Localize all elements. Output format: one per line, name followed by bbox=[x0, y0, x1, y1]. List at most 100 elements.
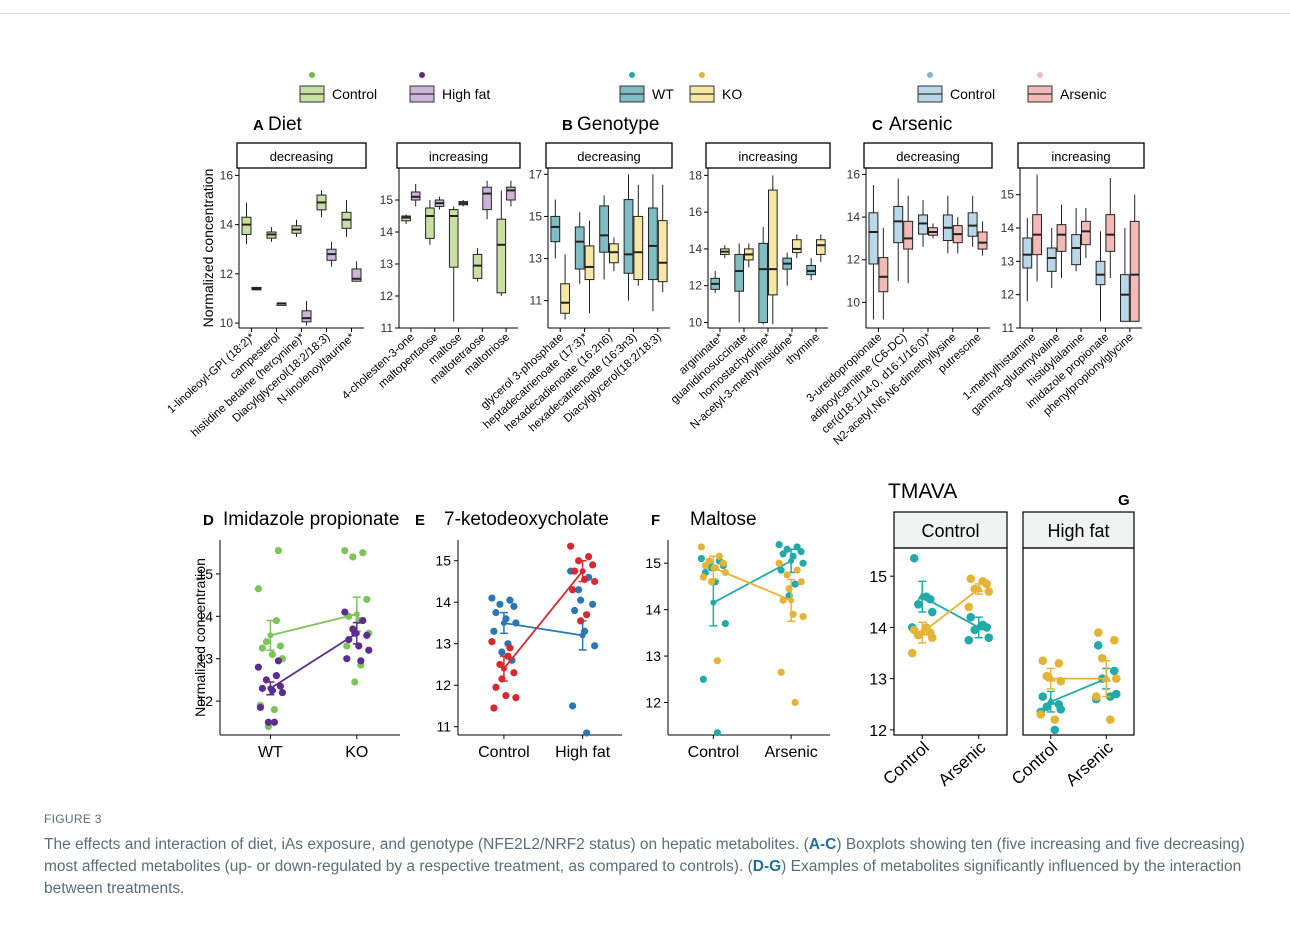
y-tick-label: 13 bbox=[1001, 254, 1015, 268]
data-point bbox=[510, 602, 518, 610]
data-point bbox=[349, 553, 357, 561]
data-point bbox=[783, 571, 791, 579]
facet-label: increasing bbox=[738, 149, 797, 164]
data-point bbox=[258, 644, 266, 652]
mean-point bbox=[710, 599, 717, 606]
mean-line bbox=[503, 622, 583, 637]
box-high-fat bbox=[251, 286, 262, 291]
data-point bbox=[577, 617, 585, 625]
box-body bbox=[648, 207, 658, 281]
panel-title: Diet bbox=[268, 114, 303, 135]
data-point bbox=[571, 567, 579, 575]
box-body bbox=[623, 199, 634, 274]
box-ko bbox=[657, 184, 668, 293]
data-point bbox=[966, 574, 976, 584]
box-arsenic bbox=[952, 217, 963, 254]
box-control bbox=[291, 219, 302, 237]
panel-letter: E bbox=[415, 512, 425, 529]
data-point bbox=[927, 633, 937, 642]
y-tick-label: 11 bbox=[436, 719, 451, 735]
data-point bbox=[715, 552, 723, 560]
data-point bbox=[775, 559, 783, 567]
data-point bbox=[799, 559, 807, 567]
box-body bbox=[1022, 237, 1033, 269]
box-body bbox=[768, 189, 778, 296]
box-body bbox=[1046, 247, 1057, 272]
data-point bbox=[343, 642, 351, 650]
box-wt bbox=[758, 226, 768, 325]
mean-point bbox=[973, 622, 984, 631]
data-point bbox=[1109, 666, 1119, 676]
top-divider bbox=[0, 13, 1290, 14]
data-point bbox=[719, 559, 727, 567]
box-wt bbox=[806, 258, 816, 281]
legend-dot bbox=[629, 72, 635, 78]
y-tick-label: 14 bbox=[1001, 221, 1015, 235]
data-point bbox=[254, 663, 262, 671]
data-point bbox=[1054, 658, 1064, 668]
facet-strip bbox=[893, 511, 1008, 549]
y-tick-label: 14 bbox=[645, 602, 661, 618]
data-point bbox=[496, 600, 504, 608]
panel-title: TMAVA bbox=[888, 480, 957, 503]
y-tick-label: 16 bbox=[689, 205, 703, 219]
box-control bbox=[1071, 208, 1081, 272]
facet-increasing: increasing1012141618argininate*guanidino… bbox=[669, 142, 831, 432]
data-point bbox=[799, 613, 807, 621]
box-body bbox=[506, 186, 516, 201]
box-body bbox=[1129, 220, 1140, 322]
box-body bbox=[977, 231, 988, 250]
mean-line bbox=[921, 588, 980, 634]
box-control bbox=[341, 200, 352, 237]
data-point bbox=[697, 554, 705, 563]
data-point bbox=[571, 606, 579, 615]
data-point bbox=[363, 631, 371, 639]
panel-f: F Maltose 12 13 14 15 Control Arsenic bbox=[645, 509, 830, 761]
box-wt bbox=[782, 252, 792, 286]
box-high-fat bbox=[410, 184, 421, 207]
box-ko bbox=[792, 234, 802, 259]
facet-strip bbox=[863, 142, 993, 169]
figure-label: FIGURE 3 bbox=[44, 812, 102, 826]
box-ko bbox=[633, 184, 644, 286]
panel-letter: D bbox=[203, 512, 214, 529]
data-point bbox=[258, 684, 266, 692]
data-point bbox=[585, 552, 593, 561]
box-wt bbox=[599, 195, 610, 280]
data-point bbox=[589, 600, 597, 608]
box-body bbox=[599, 205, 610, 253]
data-point bbox=[907, 648, 917, 658]
data-point bbox=[913, 600, 923, 609]
data-point bbox=[256, 703, 264, 712]
facet-strip bbox=[396, 142, 521, 169]
data-point bbox=[359, 616, 367, 625]
data-point bbox=[492, 609, 500, 617]
y-tick-label: 11 bbox=[1002, 321, 1015, 335]
facet-strip bbox=[1017, 142, 1145, 169]
data-point bbox=[1109, 635, 1119, 645]
series-wt bbox=[488, 567, 599, 737]
caption-part-3: ) Examples of metabolites significantly … bbox=[44, 858, 1242, 897]
series-arsenic bbox=[907, 574, 994, 658]
data-point bbox=[490, 627, 498, 635]
y-tick-label: 13 bbox=[529, 252, 543, 266]
caption-part-2: ) Boxplots showing ten (five increasing … bbox=[44, 836, 1245, 875]
y-tick-label: 10 bbox=[220, 316, 234, 330]
mean-line bbox=[712, 560, 792, 604]
box-arsenic bbox=[1032, 174, 1042, 282]
data-point bbox=[797, 548, 805, 556]
y-tick-label: 16 bbox=[847, 167, 861, 181]
y-tick-label: 15 bbox=[869, 569, 887, 586]
data-point bbox=[966, 612, 976, 622]
data-point bbox=[569, 586, 577, 594]
box-control bbox=[401, 214, 411, 224]
data-point bbox=[268, 650, 276, 659]
panel-d: D Imidazole propionate Normalized concentr… bbox=[192, 509, 400, 761]
data-point bbox=[1036, 710, 1046, 719]
facet-label: High fat bbox=[1047, 521, 1109, 541]
data-point bbox=[713, 657, 721, 665]
box-body bbox=[734, 253, 744, 292]
box-control bbox=[967, 195, 978, 247]
